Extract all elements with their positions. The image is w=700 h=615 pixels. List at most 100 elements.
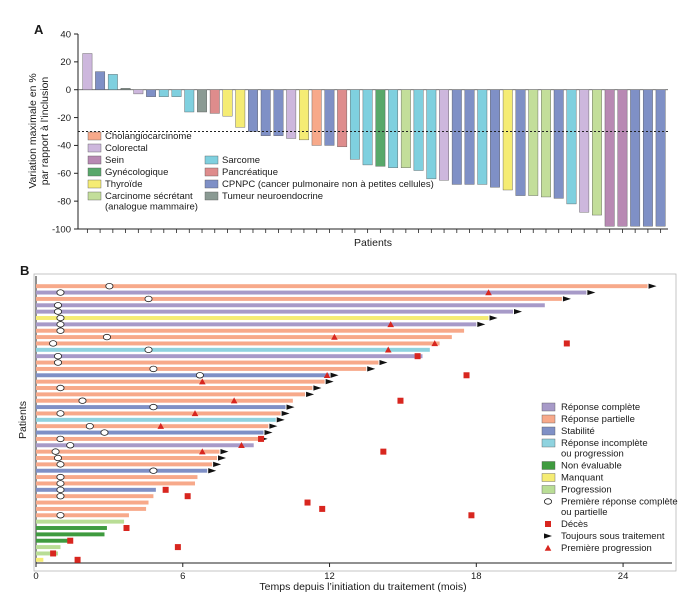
legend-label: Tumeur neuroendocrine xyxy=(222,191,323,202)
patient-swim-bar xyxy=(36,532,105,537)
patient-swim-bar xyxy=(36,462,213,467)
patient-swim-bar xyxy=(36,328,465,333)
ongoing-arrow-marker xyxy=(313,385,322,391)
y-tick-label: -100 xyxy=(52,224,71,235)
y-axis-label-line: par rapport à l’inclusion xyxy=(39,77,51,186)
legend-label: Thyroïde xyxy=(105,179,143,190)
waterfall-bar xyxy=(171,89,182,97)
waterfall-bar xyxy=(413,89,424,171)
waterfall-bar xyxy=(541,89,551,198)
swimmer-legend-swatch xyxy=(541,426,556,436)
first-response-marker xyxy=(56,327,65,334)
first-response-marker xyxy=(54,352,63,360)
first-response-marker xyxy=(149,467,158,474)
first-response-marker xyxy=(54,359,63,366)
waterfall-bar xyxy=(222,89,233,117)
first-response-marker xyxy=(78,397,87,404)
y-axis-label: Variation maximale en %par rapport à l’i… xyxy=(27,73,51,188)
y-tick-label: -40 xyxy=(57,141,71,152)
first-response-marker xyxy=(56,435,65,443)
waterfall-bar xyxy=(439,89,449,181)
first-progression-marker xyxy=(387,321,394,328)
legend-swatch xyxy=(87,167,102,177)
ongoing-arrow-marker xyxy=(276,417,285,423)
first-progression-marker xyxy=(323,371,331,378)
panel-b-letter: B xyxy=(20,263,29,278)
legend-swatch xyxy=(87,191,102,201)
waterfall-bar xyxy=(451,89,462,185)
patient-swim-bar xyxy=(36,379,325,384)
patient-swim-bar xyxy=(36,538,71,543)
ongoing-arrow-marker xyxy=(514,309,522,315)
swimmer-legend-swatch xyxy=(541,402,556,412)
first-response-marker xyxy=(149,403,158,411)
swimmer-legend-label: Progression xyxy=(561,485,612,496)
ongoing-arrow-marker xyxy=(477,321,486,327)
ongoing-arrow-marker xyxy=(367,366,376,372)
waterfall-bar xyxy=(528,89,539,196)
patient-swim-bar xyxy=(36,322,477,327)
waterfall-bar xyxy=(311,89,322,146)
patient-swim-bar xyxy=(36,290,587,295)
patient-swim-bar xyxy=(36,430,264,435)
legend-label: Pancréatique xyxy=(222,167,278,178)
legend-death-marker xyxy=(545,521,551,527)
death-marker xyxy=(50,550,57,557)
y-tick-label: -60 xyxy=(57,169,71,180)
legend-swatch xyxy=(204,155,219,165)
waterfall-bar xyxy=(490,89,500,188)
legend-swatch xyxy=(204,179,219,189)
y-tick-label: 0 xyxy=(66,85,71,96)
waterfall-bar xyxy=(82,53,93,90)
patient-swim-bar xyxy=(36,398,293,403)
waterfall-bar xyxy=(642,89,653,227)
ongoing-arrow-marker xyxy=(562,296,571,302)
patient-swim-bar xyxy=(36,366,367,371)
ongoing-arrow-marker xyxy=(325,379,334,385)
first-progression-marker xyxy=(331,333,338,340)
waterfall-bar xyxy=(107,74,118,90)
swimmer-legend-label: Première progression xyxy=(561,543,652,554)
patient-swim-bar xyxy=(36,545,61,550)
waterfall-bar xyxy=(120,88,131,90)
first-progression-marker xyxy=(230,397,238,404)
ongoing-arrow-marker xyxy=(306,391,315,397)
patient-swim-bar xyxy=(36,506,147,511)
death-marker xyxy=(397,397,404,404)
swimmer-legend-label: ou progression xyxy=(561,449,624,460)
death-marker xyxy=(123,525,130,531)
waterfall-bar xyxy=(579,89,590,213)
first-response-marker xyxy=(56,321,65,328)
waterfall-bar xyxy=(197,89,207,113)
panel-a-waterfall-chart: 40 20 0 -20 -40 -60 -80 -100 Variation maximale … xyxy=(27,29,670,249)
death-marker xyxy=(174,544,181,551)
first-response-marker xyxy=(102,333,111,341)
patient-swim-bar xyxy=(36,456,218,460)
patient-swim-bar xyxy=(36,316,489,320)
first-response-marker xyxy=(51,448,60,455)
swimmer-legend-swatch xyxy=(541,473,556,482)
ongoing-arrow-marker xyxy=(379,359,388,366)
swimmer-legend-swatch xyxy=(541,461,556,470)
patient-swim-bar xyxy=(36,284,648,289)
first-response-marker xyxy=(56,486,65,494)
first-response-marker xyxy=(54,454,63,462)
first-progression-marker xyxy=(485,289,492,296)
waterfall-bar xyxy=(349,89,360,160)
y-tick-label: -80 xyxy=(57,196,71,207)
patient-swim-bar xyxy=(36,373,330,378)
waterfall-bar xyxy=(260,89,271,136)
patient-swim-bar xyxy=(36,551,59,556)
legend-ongoing-arrow xyxy=(544,533,552,539)
patient-swim-bar xyxy=(36,405,286,410)
patient-swim-bar xyxy=(36,424,269,429)
waterfall-bar xyxy=(273,89,284,136)
ongoing-arrow-marker xyxy=(213,461,222,467)
y-tick-label: 20 xyxy=(60,57,71,68)
patient-swim-bar xyxy=(36,360,379,365)
waterfall-bar xyxy=(146,89,156,97)
waterfall-bar xyxy=(604,89,615,227)
waterfall-bar xyxy=(299,89,309,141)
swimmer-legend-label: Décès xyxy=(561,519,588,530)
first-response-marker xyxy=(144,295,153,303)
